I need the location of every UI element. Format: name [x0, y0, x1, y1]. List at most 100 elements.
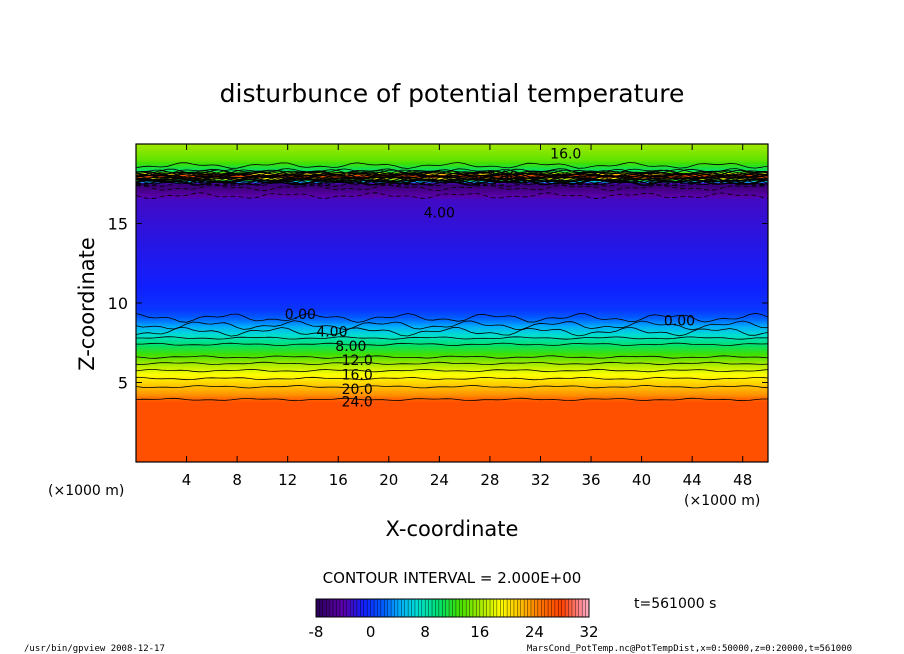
colorbar-cell [472, 599, 477, 617]
field-strip [136, 220, 768, 223]
colorbar-cell [544, 599, 549, 617]
field-strip [136, 392, 768, 395]
colorbar-cell [442, 599, 447, 617]
field-strip [136, 226, 768, 229]
field-strip [136, 337, 768, 341]
field-strip [136, 342, 768, 345]
field-strip [136, 384, 768, 387]
colorbar-cell [394, 599, 399, 617]
x-tick-label: 44 [683, 471, 702, 489]
colorbar-cell [568, 599, 573, 617]
colorbar-cell [449, 599, 453, 617]
colorbar-cell [503, 599, 508, 617]
field-strip [136, 213, 768, 217]
contour-label: 0.00 [664, 313, 695, 329]
field-strip [136, 155, 768, 158]
field-strip [136, 371, 768, 374]
field-strip [136, 341, 768, 344]
x-tick-label: 4 [182, 471, 192, 489]
field-strip [136, 228, 768, 231]
field-strip [136, 379, 768, 382]
field-strip [136, 411, 768, 414]
contour-line [136, 184, 768, 192]
field-strip [136, 291, 768, 295]
field-strip [136, 307, 768, 310]
colorbar-cell [370, 599, 375, 617]
field-strip [136, 409, 768, 412]
field-strip [136, 430, 768, 433]
footer-right: MarsCond_PotTemp.nc@PotTempDist,x=0:5000… [527, 644, 852, 654]
field-strip [136, 422, 768, 425]
field-strip [136, 233, 768, 236]
field-strip [136, 441, 768, 444]
colorbar-cell [425, 599, 430, 617]
field-strip [136, 258, 768, 261]
field-strip [136, 295, 768, 298]
colorbar-cell [343, 599, 348, 617]
field-strip [136, 268, 768, 271]
field-strip [136, 425, 768, 428]
field-strip [136, 147, 768, 150]
field-strip [136, 242, 768, 245]
colorbar-cell [517, 599, 522, 617]
time-label: t=561000 s [634, 596, 716, 612]
contour-line [136, 397, 768, 402]
field-strip [136, 280, 768, 283]
colorbar-cell [421, 599, 426, 617]
field-strip [136, 148, 768, 151]
colorbar-cell [493, 599, 498, 617]
contour-label: 8.00 [335, 339, 366, 355]
field-strip [136, 442, 768, 446]
colorbar-cell [496, 599, 501, 617]
colorbar-cell [469, 599, 474, 617]
field-strip [136, 223, 768, 226]
contour-line [136, 171, 768, 179]
field-strip [136, 349, 768, 352]
y-tick-label: 10 [108, 294, 128, 313]
field-strip [136, 151, 768, 155]
field-strip [136, 428, 768, 431]
colorbar-cell [582, 599, 586, 617]
field-strip [136, 363, 768, 366]
colorbar-ticks: -8 0 8 16 24 32 [309, 623, 599, 641]
field-strip [136, 285, 768, 288]
field-strip [136, 382, 768, 385]
colorbar-cell [322, 599, 327, 617]
field-strip [136, 352, 768, 355]
contour-line [136, 326, 768, 337]
colorbar-cell [428, 599, 433, 617]
field-strip [136, 450, 768, 454]
field-strip [136, 256, 768, 260]
field-strip [136, 229, 768, 233]
field-strip [136, 159, 768, 163]
field-strip [136, 374, 768, 377]
field-strip [136, 449, 768, 452]
field-strip [136, 271, 768, 274]
colorbar-cell [537, 599, 542, 617]
colorbar-cell [554, 599, 559, 617]
x-tick-label: 48 [733, 471, 752, 489]
field-strip [136, 314, 768, 317]
field-strip [136, 350, 768, 353]
field-strip [136, 188, 768, 191]
field-strip [136, 417, 768, 420]
field-strip [136, 399, 768, 403]
field-strip [136, 306, 768, 309]
field-strip [136, 215, 768, 218]
field-strip [136, 191, 768, 194]
field-strip [136, 366, 768, 369]
field-strip [136, 221, 768, 225]
colorbar-cell [585, 599, 590, 617]
y-axis-label: Z-coordinate [75, 237, 99, 371]
colorbar-cell [527, 599, 532, 617]
colorbar-cell [319, 599, 324, 617]
contour-label: 16.0 [342, 368, 373, 384]
field-strip [136, 250, 768, 253]
contour-line [136, 171, 768, 179]
field-strip [136, 269, 768, 272]
field-strip [136, 455, 768, 458]
field-strip [136, 406, 768, 409]
colorbar-cell [333, 599, 337, 617]
field-strip [136, 212, 768, 215]
field-strip [136, 310, 768, 314]
